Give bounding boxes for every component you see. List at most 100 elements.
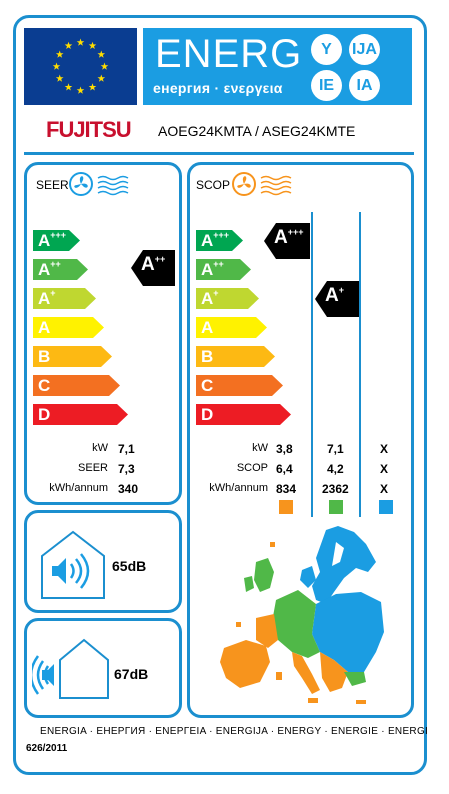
eu-star	[100, 62, 109, 70]
cool-row-label: kW	[92, 442, 108, 454]
outdoor-house-speaker-icon	[32, 638, 109, 699]
heat-value-warm: 6,4	[276, 462, 293, 476]
heat-row-label: kWh/annum	[209, 482, 268, 494]
footer-languages: ENERGIA · ЕНЕРГИЯ · ΕΝΕΡΓΕΙΑ · ENERGIJA …	[40, 726, 429, 737]
indoor-noise-panel	[24, 510, 182, 613]
eu-stars-icon	[52, 38, 109, 94]
heating-rating-letter: A	[274, 227, 288, 248]
heat-value-average: 7,1	[327, 442, 344, 456]
cooling-panel	[24, 162, 182, 505]
energy-class-arrow: A+++	[33, 230, 80, 251]
brand-logo: FUJITSU	[46, 117, 132, 142]
energy-class-letter: D	[38, 405, 51, 424]
energy-class-letter: A+++	[38, 230, 67, 250]
heat-value-cold: X	[380, 482, 389, 496]
eu-star	[76, 38, 85, 46]
column-divider	[359, 212, 361, 517]
swatch-cold	[379, 500, 393, 514]
energy-class-letter: A+++	[201, 230, 230, 250]
column-divider	[311, 212, 313, 517]
swatch-warm	[279, 500, 293, 514]
eu-star	[97, 74, 106, 82]
energy-class-letter: A+	[38, 288, 56, 308]
cooling-rating-sup: ++	[154, 254, 166, 264]
energy-class-arrow: A	[196, 317, 267, 338]
scop-title: SCOP	[196, 178, 231, 192]
energy-class-arrow: A+	[33, 288, 96, 309]
lang-badge-ija: IJA	[349, 34, 380, 65]
heat-value-average: 2362	[322, 482, 349, 496]
outdoor-noise-panel	[24, 618, 182, 718]
swatch-average	[329, 500, 343, 514]
energy-title: ENERG	[155, 32, 303, 76]
cool-row-value: 7,3	[118, 462, 135, 476]
eu-flag	[24, 28, 137, 105]
energy-subtitle: енергия · ενεργεια	[153, 80, 283, 96]
regulation-number: 626/2011	[26, 743, 68, 754]
lang-badge-ia: IA	[349, 70, 380, 101]
energy-class-letter: C	[38, 376, 51, 395]
indoor-noise-value: 65dB	[112, 558, 147, 574]
europe-climate-map-icon	[220, 526, 384, 704]
fan-blue-icon	[69, 172, 129, 196]
eu-star	[76, 86, 85, 94]
lang-badge-y: Y	[311, 34, 342, 65]
heat-value-average: 4,2	[327, 462, 344, 476]
model-number: AOEG24KMTA / ASEG24KMTE	[158, 123, 356, 139]
heat-value-cold: X	[380, 442, 389, 456]
energy-banner: ENERG енергия · ενεργεια Y IJA IE IA	[143, 28, 412, 105]
label-frame	[13, 15, 427, 775]
energy-class-letter: B	[201, 347, 214, 366]
eu-star	[97, 50, 106, 58]
energy-class-letter: C	[201, 376, 214, 395]
energy-class-letter: B	[38, 347, 51, 366]
heating-rating-sup: +	[338, 285, 344, 295]
energy-class-arrow: A+	[196, 288, 259, 309]
energy-class-arrow: C	[33, 375, 120, 396]
indoor-house-speaker-icon	[41, 530, 105, 599]
eu-star	[55, 50, 64, 58]
cooling-rating-letter: A	[141, 254, 155, 275]
energy-class-arrow: D	[33, 404, 128, 425]
eu-star	[88, 41, 97, 49]
heat-value-warm: 834	[276, 482, 297, 496]
energy-class-letter: A++	[201, 259, 224, 279]
eu-star	[64, 41, 73, 49]
energy-class-letter: A	[201, 318, 214, 337]
heating-rating-letter: A	[325, 285, 339, 306]
cool-row-label: kWh/annum	[49, 482, 108, 494]
eu-star	[88, 83, 97, 91]
energy-class-letter: A+	[201, 288, 219, 308]
cool-row-value: 7,1	[118, 442, 135, 456]
seer-title: SEER	[36, 178, 69, 192]
heating-rating-average: A+	[315, 281, 359, 322]
energy-class-arrow: D	[196, 404, 291, 425]
energy-class-arrow: B	[196, 346, 275, 367]
eu-star	[52, 62, 61, 70]
energy-class-letter: A++	[38, 259, 61, 279]
energy-class-arrow: A+++	[196, 230, 243, 251]
cool-row-value: 340	[118, 482, 139, 496]
outdoor-noise-value: 67dB	[114, 666, 149, 682]
energy-class-letter: A	[38, 318, 51, 337]
header-divider	[24, 152, 414, 155]
energy-class-arrow: A++	[33, 259, 88, 280]
energy-class-arrow: A++	[196, 259, 251, 280]
heat-row-label: SCOP	[236, 462, 268, 474]
heat-row-label: kW	[252, 442, 268, 454]
cooling-rating-indicator: A++	[131, 250, 175, 291]
lang-badge-ie: IE	[311, 70, 342, 101]
heat-value-warm: 3,8	[276, 442, 293, 456]
eu-star	[64, 83, 73, 91]
heat-value-cold: X	[380, 462, 389, 476]
fan-orange-icon	[232, 172, 292, 196]
heating-rating-warm: A+++	[264, 223, 310, 264]
eu-star	[55, 74, 64, 82]
energy-class-letter: D	[201, 405, 214, 424]
energy-class-arrow: B	[33, 346, 112, 367]
cool-row-label: SEER	[78, 462, 108, 474]
energy-class-arrow: C	[196, 375, 283, 396]
heating-rating-sup: +++	[287, 227, 304, 237]
energy-class-arrow: A	[33, 317, 104, 338]
heating-panel	[187, 162, 414, 718]
